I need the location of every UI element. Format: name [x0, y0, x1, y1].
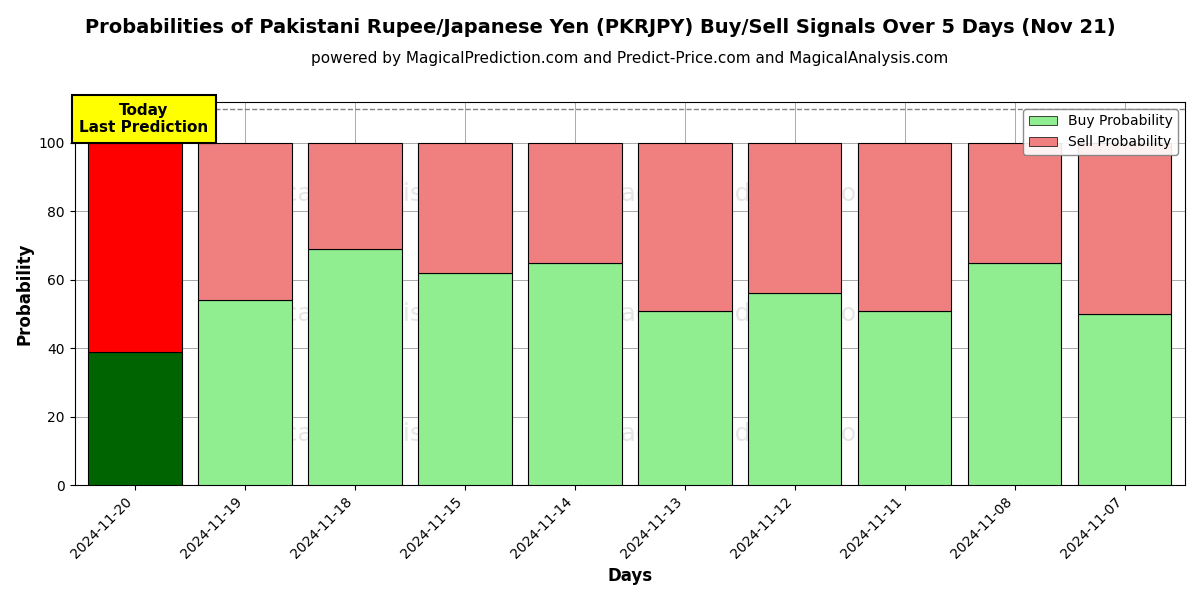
Bar	[308, 143, 402, 249]
Legend: Buy Probability, Sell Probability: Buy Probability, Sell Probability	[1024, 109, 1178, 155]
Text: MagicalPrediction.com: MagicalPrediction.com	[599, 302, 881, 326]
Bar	[748, 143, 841, 293]
X-axis label: Days: Days	[607, 567, 653, 585]
Bar	[858, 143, 952, 311]
Y-axis label: Probability: Probability	[16, 242, 34, 345]
Bar	[1078, 314, 1171, 485]
Bar	[419, 143, 511, 273]
Bar	[858, 311, 952, 485]
Bar	[968, 263, 1061, 485]
Bar	[638, 311, 732, 485]
Text: Probabilities of Pakistani Rupee/Japanese Yen (PKRJPY) Buy/Sell Signals Over 5 D: Probabilities of Pakistani Rupee/Japanes…	[85, 18, 1115, 37]
Bar	[638, 143, 732, 311]
Bar	[198, 301, 292, 485]
Bar	[528, 263, 622, 485]
Text: MagicalPrediction.com: MagicalPrediction.com	[599, 422, 881, 446]
Bar	[528, 143, 622, 263]
Bar	[89, 352, 182, 485]
Bar	[419, 273, 511, 485]
Text: MagicalAnalysis.com: MagicalAnalysis.com	[224, 182, 485, 206]
Title: powered by MagicalPrediction.com and Predict-Price.com and MagicalAnalysis.com: powered by MagicalPrediction.com and Pre…	[311, 51, 948, 66]
Bar	[198, 143, 292, 301]
Bar	[1078, 143, 1171, 314]
Bar	[89, 143, 182, 352]
Bar	[308, 249, 402, 485]
Text: MagicalAnalysis.com: MagicalAnalysis.com	[224, 302, 485, 326]
Bar	[748, 293, 841, 485]
Bar	[968, 143, 1061, 263]
Text: MagicalPrediction.com: MagicalPrediction.com	[599, 182, 881, 206]
Text: MagicalAnalysis.com: MagicalAnalysis.com	[224, 422, 485, 446]
Text: Today
Last Prediction: Today Last Prediction	[79, 103, 209, 135]
